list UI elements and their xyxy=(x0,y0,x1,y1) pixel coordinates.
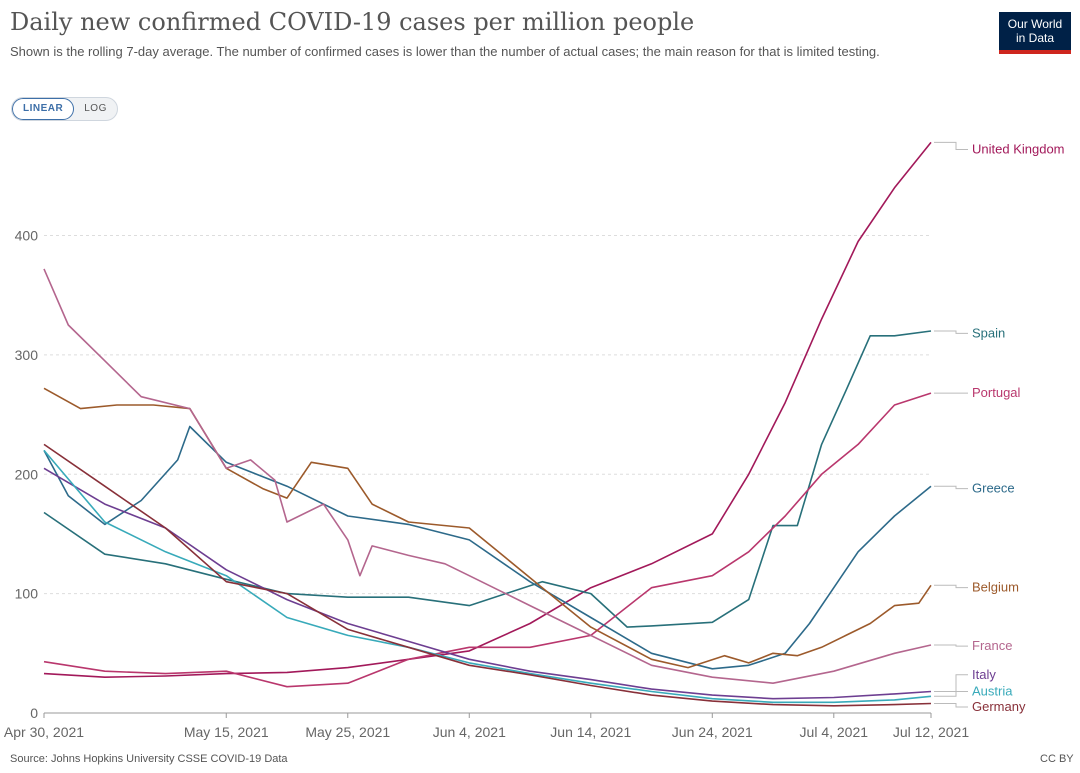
series-line xyxy=(43,392,932,688)
series-label: Belgium xyxy=(972,580,1019,595)
series-line xyxy=(43,387,932,669)
owid-logo[interactable]: Our World in Data xyxy=(999,12,1071,54)
linear-scale-button[interactable]: LINEAR xyxy=(12,98,75,120)
series-line xyxy=(43,141,932,678)
y-tick-label: 0 xyxy=(30,705,38,721)
series-line xyxy=(43,449,932,704)
label-connector xyxy=(934,485,968,490)
y-tick-label: 300 xyxy=(15,347,39,363)
series-label: France xyxy=(972,638,1012,653)
line-chart: 0 100 200 300 400 Apr 30, 2021 May 15, 2021 May… xyxy=(4,141,1065,740)
label-connector xyxy=(934,691,968,697)
series-label: Spain xyxy=(972,325,1005,340)
label-connector xyxy=(934,141,968,151)
scale-toggle[interactable]: LINEAR LOG xyxy=(11,97,118,121)
series-line xyxy=(43,330,932,628)
label-connector xyxy=(934,674,968,693)
series-label: Portugal xyxy=(972,385,1021,400)
license-note[interactable]: CC BY xyxy=(1040,753,1074,765)
x-tick-label: Jul 12, 2021 xyxy=(893,724,969,740)
x-tick-label: Jun 14, 2021 xyxy=(550,724,631,740)
x-tick-label: Jun 24, 2021 xyxy=(672,724,753,740)
series-label: United Kingdom xyxy=(972,142,1065,157)
series-label: Greece xyxy=(972,481,1015,496)
chart-title: Daily new confirmed COVID-19 cases per m… xyxy=(10,8,695,36)
x-tick-label: May 25, 2021 xyxy=(305,724,390,740)
x-tick-label: Jun 4, 2021 xyxy=(433,724,506,740)
x-tick-label: Apr 30, 2021 xyxy=(4,724,84,740)
y-tick-label: 100 xyxy=(15,586,39,602)
series-label: Germany xyxy=(972,699,1026,714)
x-tick-label: May 15, 2021 xyxy=(184,724,269,740)
series-label: Austria xyxy=(972,684,1013,699)
series-line xyxy=(43,443,932,707)
series-line xyxy=(43,268,932,684)
series-label: Italy xyxy=(972,667,996,682)
label-connector xyxy=(934,644,968,647)
label-connector xyxy=(934,702,968,708)
x-tick-label: Jul 4, 2021 xyxy=(800,724,869,740)
logo-line-2: in Data xyxy=(1015,31,1055,45)
y-tick-label: 400 xyxy=(15,228,39,244)
y-tick-label: 200 xyxy=(15,466,39,482)
source-note[interactable]: Source: Johns Hopkins University CSSE CO… xyxy=(10,753,288,765)
chart-subtitle: Shown is the rolling 7-day average. The … xyxy=(10,44,880,59)
log-scale-button[interactable]: LOG xyxy=(84,103,107,114)
logo-line-1: Our World xyxy=(1007,17,1063,31)
series-line xyxy=(43,425,932,670)
series-line xyxy=(43,467,932,700)
label-connector xyxy=(934,330,968,334)
label-connector xyxy=(934,584,968,589)
